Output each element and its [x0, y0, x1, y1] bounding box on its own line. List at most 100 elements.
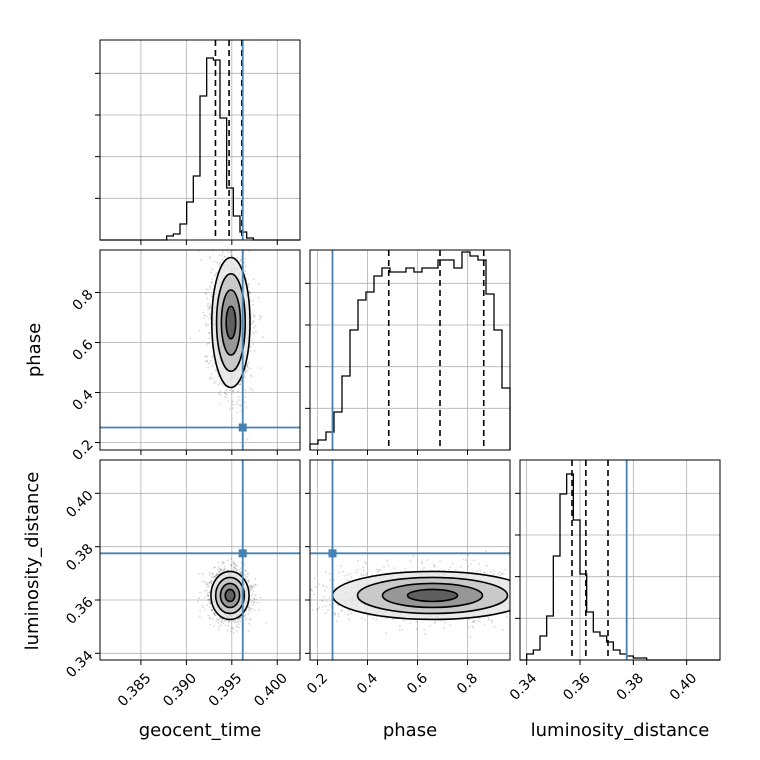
marginal-histogram	[309, 251, 511, 450]
sample-point	[376, 571, 379, 574]
sample-point	[337, 571, 340, 574]
sample-point	[218, 382, 221, 384]
sample-point	[504, 568, 507, 571]
sample-point	[222, 622, 225, 624]
sample-point	[325, 585, 328, 588]
sample-point	[379, 569, 382, 572]
sample-point	[532, 586, 534, 588]
sample-point	[498, 571, 501, 574]
sample-point	[335, 620, 338, 623]
sample-point	[208, 362, 211, 364]
truth-marker	[238, 423, 247, 432]
sample-point	[224, 256, 227, 258]
sample-point	[218, 572, 221, 575]
sample-point	[207, 599, 210, 601]
panel-content	[100, 243, 300, 450]
sample-point	[401, 628, 404, 631]
sample-point	[254, 594, 257, 597]
sample-point	[239, 567, 242, 570]
sample-point	[230, 565, 233, 567]
sample-point	[216, 568, 219, 571]
sample-point	[393, 567, 396, 569]
sample-point	[350, 576, 353, 578]
sample-point	[322, 585, 325, 588]
sample-point	[308, 589, 310, 591]
sample-point	[247, 579, 250, 581]
sample-point	[566, 578, 568, 580]
sample-point	[202, 572, 205, 575]
truth-marker	[328, 549, 337, 558]
sample-point	[229, 244, 231, 246]
sample-point	[506, 616, 508, 618]
x-tick-label: 0.40	[667, 670, 700, 703]
sample-point	[207, 366, 209, 369]
sample-point	[250, 600, 252, 603]
sample-point	[246, 364, 249, 367]
sample-point	[511, 606, 513, 608]
sample-point	[207, 614, 210, 617]
sample-point	[237, 623, 240, 626]
sample-point	[487, 616, 490, 619]
sample-point	[544, 607, 546, 609]
sample-point	[247, 283, 249, 286]
x-tick-label: 0.34	[507, 670, 540, 703]
sample-point	[337, 613, 340, 615]
sample-point	[523, 603, 525, 605]
sample-point	[313, 577, 316, 580]
sample-point	[247, 606, 250, 608]
sample-point	[211, 365, 214, 367]
sample-point	[547, 609, 549, 611]
sample-point	[208, 617, 211, 620]
sample-point	[210, 580, 213, 582]
sample-point	[521, 595, 523, 597]
sample-point	[219, 624, 222, 627]
sample-point	[211, 278, 214, 281]
sample-point	[209, 581, 212, 584]
sample-point	[247, 572, 249, 575]
sample-point	[252, 601, 255, 604]
sample-point	[237, 243, 239, 245]
sample-point	[214, 273, 217, 276]
sample-point	[215, 573, 218, 576]
sample-point	[322, 584, 324, 586]
sample-point	[533, 591, 535, 593]
sample-point	[521, 585, 523, 587]
sample-point	[207, 594, 210, 597]
sample-point	[515, 582, 517, 584]
sample-point	[542, 585, 544, 587]
sample-point	[204, 291, 207, 294]
sample-point	[222, 562, 225, 565]
sample-point	[240, 572, 243, 575]
sample-point	[387, 564, 390, 567]
sample-point	[423, 628, 426, 631]
sample-point	[318, 607, 321, 609]
x-tick-label: 0.8	[454, 670, 481, 697]
sample-point	[213, 575, 216, 578]
sample-point	[313, 593, 316, 596]
sample-point	[208, 331, 211, 334]
sample-point	[219, 393, 222, 396]
sample-point	[513, 609, 515, 611]
sample-point	[253, 314, 256, 317]
sample-point	[205, 324, 208, 327]
sample-point	[213, 382, 216, 384]
sample-point	[210, 281, 213, 284]
sample-point	[541, 588, 543, 590]
sample-point	[209, 285, 211, 287]
sample-point	[295, 586, 297, 588]
sample-point	[493, 625, 496, 628]
sample-point	[230, 558, 232, 560]
sample-point	[231, 400, 234, 403]
sample-point	[244, 257, 247, 260]
sample-point	[492, 573, 495, 576]
sample-point	[198, 329, 201, 332]
sample-point	[529, 593, 531, 595]
density-contour	[210, 570, 250, 621]
sample-point	[383, 566, 386, 569]
sample-point	[523, 604, 525, 606]
sample-point	[539, 588, 541, 590]
sample-point	[244, 270, 246, 273]
sample-point	[538, 593, 540, 595]
sample-point	[348, 579, 350, 582]
density-contour	[214, 576, 246, 615]
